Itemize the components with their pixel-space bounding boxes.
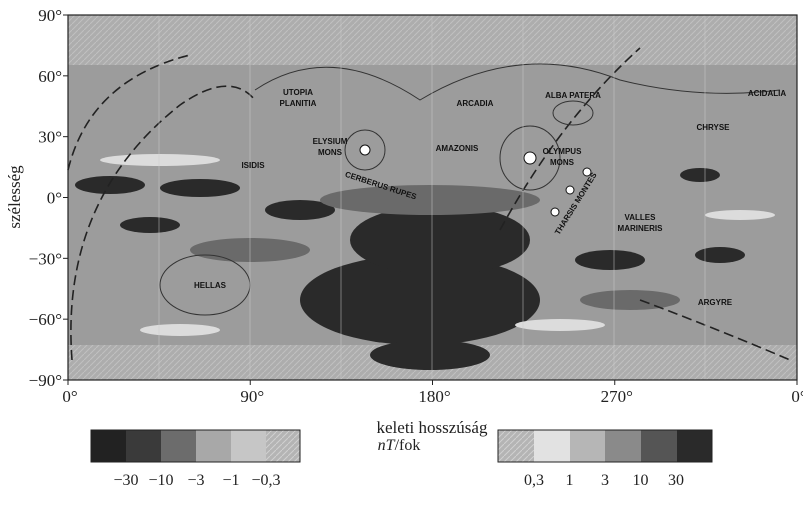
x-tick-label: 270° bbox=[601, 387, 633, 406]
place-label: AMAZONIS bbox=[436, 144, 479, 153]
colorbar-label: 3 bbox=[601, 472, 609, 489]
colorbar-label: −0,3 bbox=[251, 472, 280, 489]
y-tick-label: 60° bbox=[38, 67, 62, 86]
colorbar-label: 10 bbox=[633, 472, 649, 489]
y-tick-label: 90° bbox=[38, 6, 62, 25]
colorbar-label: 1 bbox=[566, 472, 574, 489]
place-label: CHRYSE bbox=[696, 123, 730, 132]
x-tick-label: 0° bbox=[791, 387, 803, 406]
x-axis-label: keleti hosszúság bbox=[377, 418, 488, 437]
y-tick-label: −90° bbox=[29, 371, 62, 390]
y-tick-label: 0° bbox=[47, 189, 62, 208]
place-label: ISIDIS bbox=[241, 161, 265, 170]
map bbox=[68, 15, 797, 380]
y-axis-label: szélesség bbox=[5, 165, 24, 229]
colorbar-unit: nT/fok bbox=[378, 437, 421, 454]
colorbar: nT/fok −30 −10 −3 −1 −0,3 0,3 1 3 10 30 bbox=[91, 430, 712, 489]
colorbar-label: 30 bbox=[668, 472, 684, 489]
positive-colorbar bbox=[498, 430, 712, 462]
x-tick-label: 180° bbox=[418, 387, 450, 406]
y-tick-label: −30° bbox=[29, 249, 62, 268]
place-label: ACIDALIA bbox=[748, 89, 786, 98]
x-tick-label: 0° bbox=[62, 387, 77, 406]
place-label: HELLAS bbox=[194, 281, 227, 290]
place-label: ALBA PATERA bbox=[545, 91, 601, 100]
y-tick-label: 30° bbox=[38, 128, 62, 147]
colorbar-label: −10 bbox=[148, 472, 173, 489]
negative-colorbar bbox=[91, 430, 300, 462]
place-label: ARGYRE bbox=[698, 298, 733, 307]
colorbar-label: −3 bbox=[187, 472, 204, 489]
colorbar-label: −30 bbox=[113, 472, 138, 489]
colorbar-label: 0,3 bbox=[524, 472, 544, 489]
place-label: ARCADIA bbox=[457, 99, 494, 108]
figure: UTOPIAPLANITIA ARCADIA ALBA PATERA ACIDA… bbox=[0, 0, 803, 518]
x-tick-label: 90° bbox=[240, 387, 264, 406]
y-tick-label: −60° bbox=[29, 310, 62, 329]
colorbar-label: −1 bbox=[222, 472, 239, 489]
